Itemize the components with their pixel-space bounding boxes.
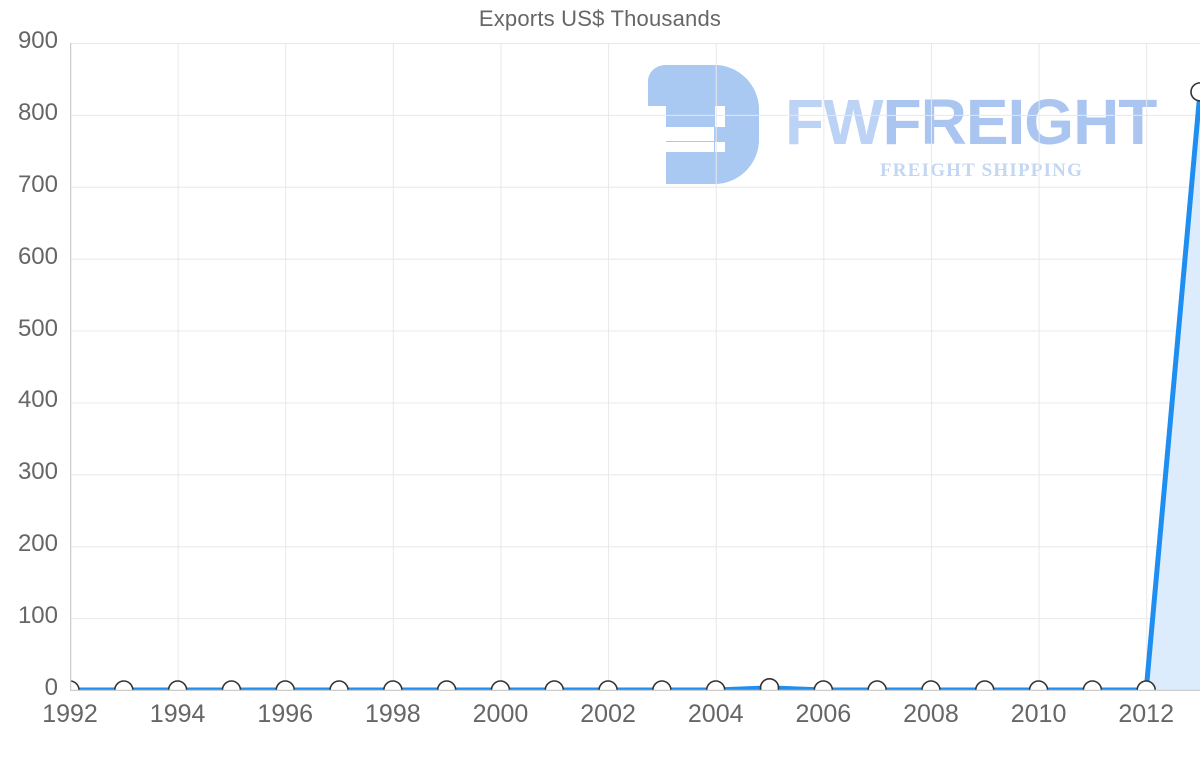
data-point-marker[interactable] <box>275 680 296 691</box>
x-axis-tick-label: 1994 <box>149 700 206 728</box>
chart-title: Exports US$ Thousands <box>478 6 722 31</box>
plot-svg <box>70 43 1200 691</box>
x-axis-tick-label: 2008 <box>903 700 959 728</box>
x-axis-tick-label: 2004 <box>687 700 744 728</box>
data-point-marker[interactable] <box>383 680 403 691</box>
x-axis-tick-label: 1996 <box>257 700 314 728</box>
y-axis-tick-label: 600 <box>17 242 58 270</box>
data-point-marker[interactable] <box>921 680 941 691</box>
data-point-marker[interactable] <box>167 680 188 691</box>
x-axis-tick-label: 2010 <box>1010 700 1067 728</box>
y-axis-tick-label: 700 <box>17 170 58 198</box>
x-axis-tick-label: 2000 <box>472 700 529 728</box>
data-point-marker[interactable] <box>490 680 511 691</box>
x-axis-tick-label: 2006 <box>795 700 852 728</box>
x-axis-tick-label: 1992 <box>42 700 98 728</box>
data-point-marker[interactable] <box>813 680 834 691</box>
y-axis-tick-label: 500 <box>17 314 58 342</box>
y-axis-tick-label: 300 <box>17 458 58 486</box>
x-axis-tick-label: 2002 <box>580 700 636 728</box>
y-axis-tick-label: 800 <box>17 98 58 126</box>
data-point-marker[interactable] <box>544 680 565 691</box>
horizontal-gridlines <box>70 43 1200 620</box>
data-point-marker[interactable] <box>705 680 726 691</box>
series-area-fill <box>70 91 1200 690</box>
data-point-marker[interactable] <box>1082 680 1103 691</box>
plot-area <box>70 43 1200 691</box>
data-point-marker[interactable] <box>867 680 887 691</box>
data-point-marker[interactable] <box>114 680 134 691</box>
y-axis-tick-label: 0 <box>44 674 58 701</box>
y-axis-tick-label: 100 <box>17 602 58 630</box>
data-point-marker[interactable] <box>70 680 80 691</box>
data-point-marker[interactable] <box>1136 680 1156 691</box>
y-axis-tick-label: 200 <box>17 530 58 558</box>
data-point-marker[interactable] <box>598 680 618 691</box>
y-axis-tick-label: 400 <box>17 386 58 414</box>
data-point-marker[interactable] <box>652 680 672 691</box>
data-point-marker[interactable] <box>974 680 995 691</box>
data-point-marker[interactable] <box>329 680 349 691</box>
data-point-marker[interactable] <box>436 680 457 691</box>
data-point-marker[interactable] <box>221 680 242 691</box>
x-axis-tick-label: 2012 <box>1118 700 1174 728</box>
vertical-gridlines <box>177 43 1148 690</box>
data-point-marker[interactable] <box>1190 82 1200 102</box>
series-line <box>70 89 1200 691</box>
y-axis-tick-label: 900 <box>17 27 58 54</box>
series-markers <box>70 82 1200 691</box>
data-point-marker[interactable] <box>759 678 780 691</box>
x-axis-tick-label: 1998 <box>365 700 421 728</box>
data-point-marker[interactable] <box>1028 680 1049 691</box>
